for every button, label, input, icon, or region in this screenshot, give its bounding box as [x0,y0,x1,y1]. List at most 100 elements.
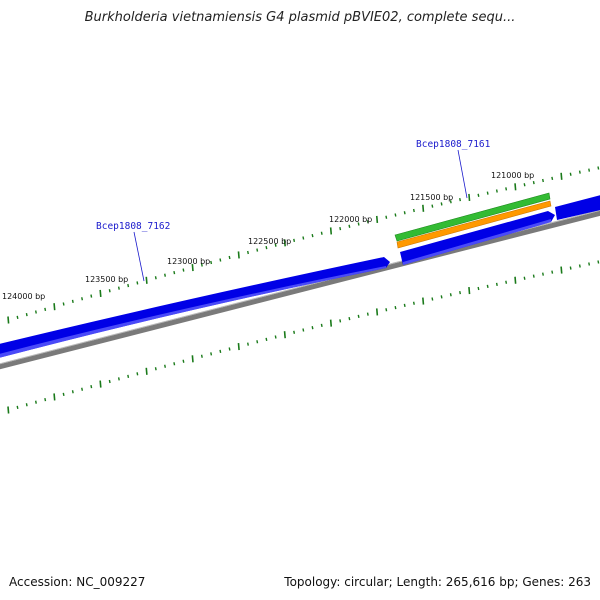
outer-ring-tick [265,245,268,250]
outer-ring-tick [431,204,434,208]
outer-ring-tick [440,202,443,206]
gene-label-leader-7162 [133,231,145,282]
outer-ring-tick [394,213,397,217]
cds-feature-bcep1808-7161[interactable] [400,211,555,265]
outer-ring-tick [514,183,517,191]
outer-ring-tick [90,294,93,298]
outer-ring-tick [449,200,452,204]
outer-ring-tick [403,211,406,215]
outer-ring-tick [422,204,425,212]
outer-ring-tick [542,178,544,183]
inner-ring-tick [486,284,489,289]
inner-ring-tick [569,266,572,270]
inner-ring-tick [136,372,139,376]
outer-ring-tick [283,239,286,247]
outer-ring-tick [53,303,56,311]
inner-ring-tick [597,260,600,264]
outer-ring-tick [495,189,498,193]
inner-ring-tick [375,308,379,316]
outer-ring-tick [228,255,231,260]
inner-ring-tick [62,392,65,397]
gene-label-leader-7161 [457,149,468,199]
inner-ring-tick [459,291,462,295]
inner-ring-tick [339,319,342,323]
inner-ring-tick [34,400,37,404]
inner-ring-tick [164,364,167,368]
outer-ring-tick [560,172,563,180]
outer-ring-tick [154,276,157,280]
inner-ring-tick [256,340,259,344]
outer-ring-tick [505,187,508,191]
outer-ring-tick [551,176,554,181]
inner-ring-tick [560,266,563,274]
outer-ring-tick [99,289,102,297]
tick-label-124000: 124000 bp [2,292,45,301]
outer-ring-tick [532,180,535,185]
inner-ring-tick [53,393,56,401]
outer-ring-tick [62,302,65,306]
outer-ring-tick [164,273,167,277]
outer-ring-tick [311,233,314,238]
outer-ring-tick [247,250,249,255]
outer-ring-tick [597,166,600,170]
outer-ring-tick [412,208,415,213]
inner-ring-tick [25,403,28,407]
map-title: Burkholderia vietnamiensis G4 plasmid pB… [84,10,516,25]
inner-ring-tick [127,374,130,379]
inner-ring-tick [551,270,554,274]
inner-ring-tick [514,276,517,284]
cds-feature-bcep1808-7161-shade [403,219,551,265]
inner-ring-tick [191,355,194,363]
inner-ring-tick [99,380,102,388]
inner-ring-tick [523,276,526,280]
outer-ring-tick [108,289,111,293]
inner-ring-tick [532,274,535,278]
inner-tick-ring [7,260,600,414]
inner-ring-tick [145,367,148,375]
inner-ring-tick [431,297,434,301]
outer-ring-tick [348,224,351,228]
outer-ring-tick [569,172,572,176]
outer-ring-tick [25,313,28,317]
inner-ring-tick [154,367,157,371]
inner-ring-tick [468,287,471,295]
outer-ring-tick [34,310,37,314]
inner-ring-tick [274,335,277,339]
outer-ring-tick [357,222,360,226]
inner-ring-tick [7,406,10,414]
inner-ring-tick [117,377,120,381]
cds-feature-next[interactable] [555,194,600,220]
inner-ring-tick [403,303,406,308]
outer-ring-tick [127,283,130,288]
inner-ring-tick [477,286,480,291]
outer-ring-tick [200,263,203,267]
inner-ring-tick [578,264,581,268]
inner-ring-tick [311,326,314,330]
accession-text: Accession: NC_009227 [9,575,146,589]
inner-ring-tick [302,328,305,332]
inner-ring-tick [265,337,268,342]
tick-label-122500: 122500 bp [248,237,291,246]
outer-ring-tick [256,248,259,252]
tick-label-121500: 121500 bp [410,193,453,202]
outer-ring-tick [468,193,471,202]
gene-label-bcep1808-7162[interactable]: Bcep1808_7162 [96,221,170,232]
outer-ring-tick [320,231,323,235]
tick-label-123000: 123000 bp [167,257,210,266]
gene-label-bcep1808-7161[interactable]: Bcep1808_7161 [416,139,491,150]
feature-green-bar[interactable] [394,192,551,242]
outer-ring-tick [366,220,369,224]
outer-ring-tick [117,286,120,290]
outer-ring-tick [173,270,176,275]
feature-orange-bar[interactable] [396,200,552,249]
tick-label-122000: 122000 bp [329,215,372,224]
outer-ring-tick [237,251,240,259]
outer-ring-tick [191,263,194,272]
outer-ring-tick [81,297,84,301]
inner-ring-tick [329,319,333,327]
outer-ring-tick [302,236,305,240]
outer-ring-tick [7,316,10,324]
outer-ring-tick [375,215,379,224]
outer-ring-tick [274,243,277,247]
